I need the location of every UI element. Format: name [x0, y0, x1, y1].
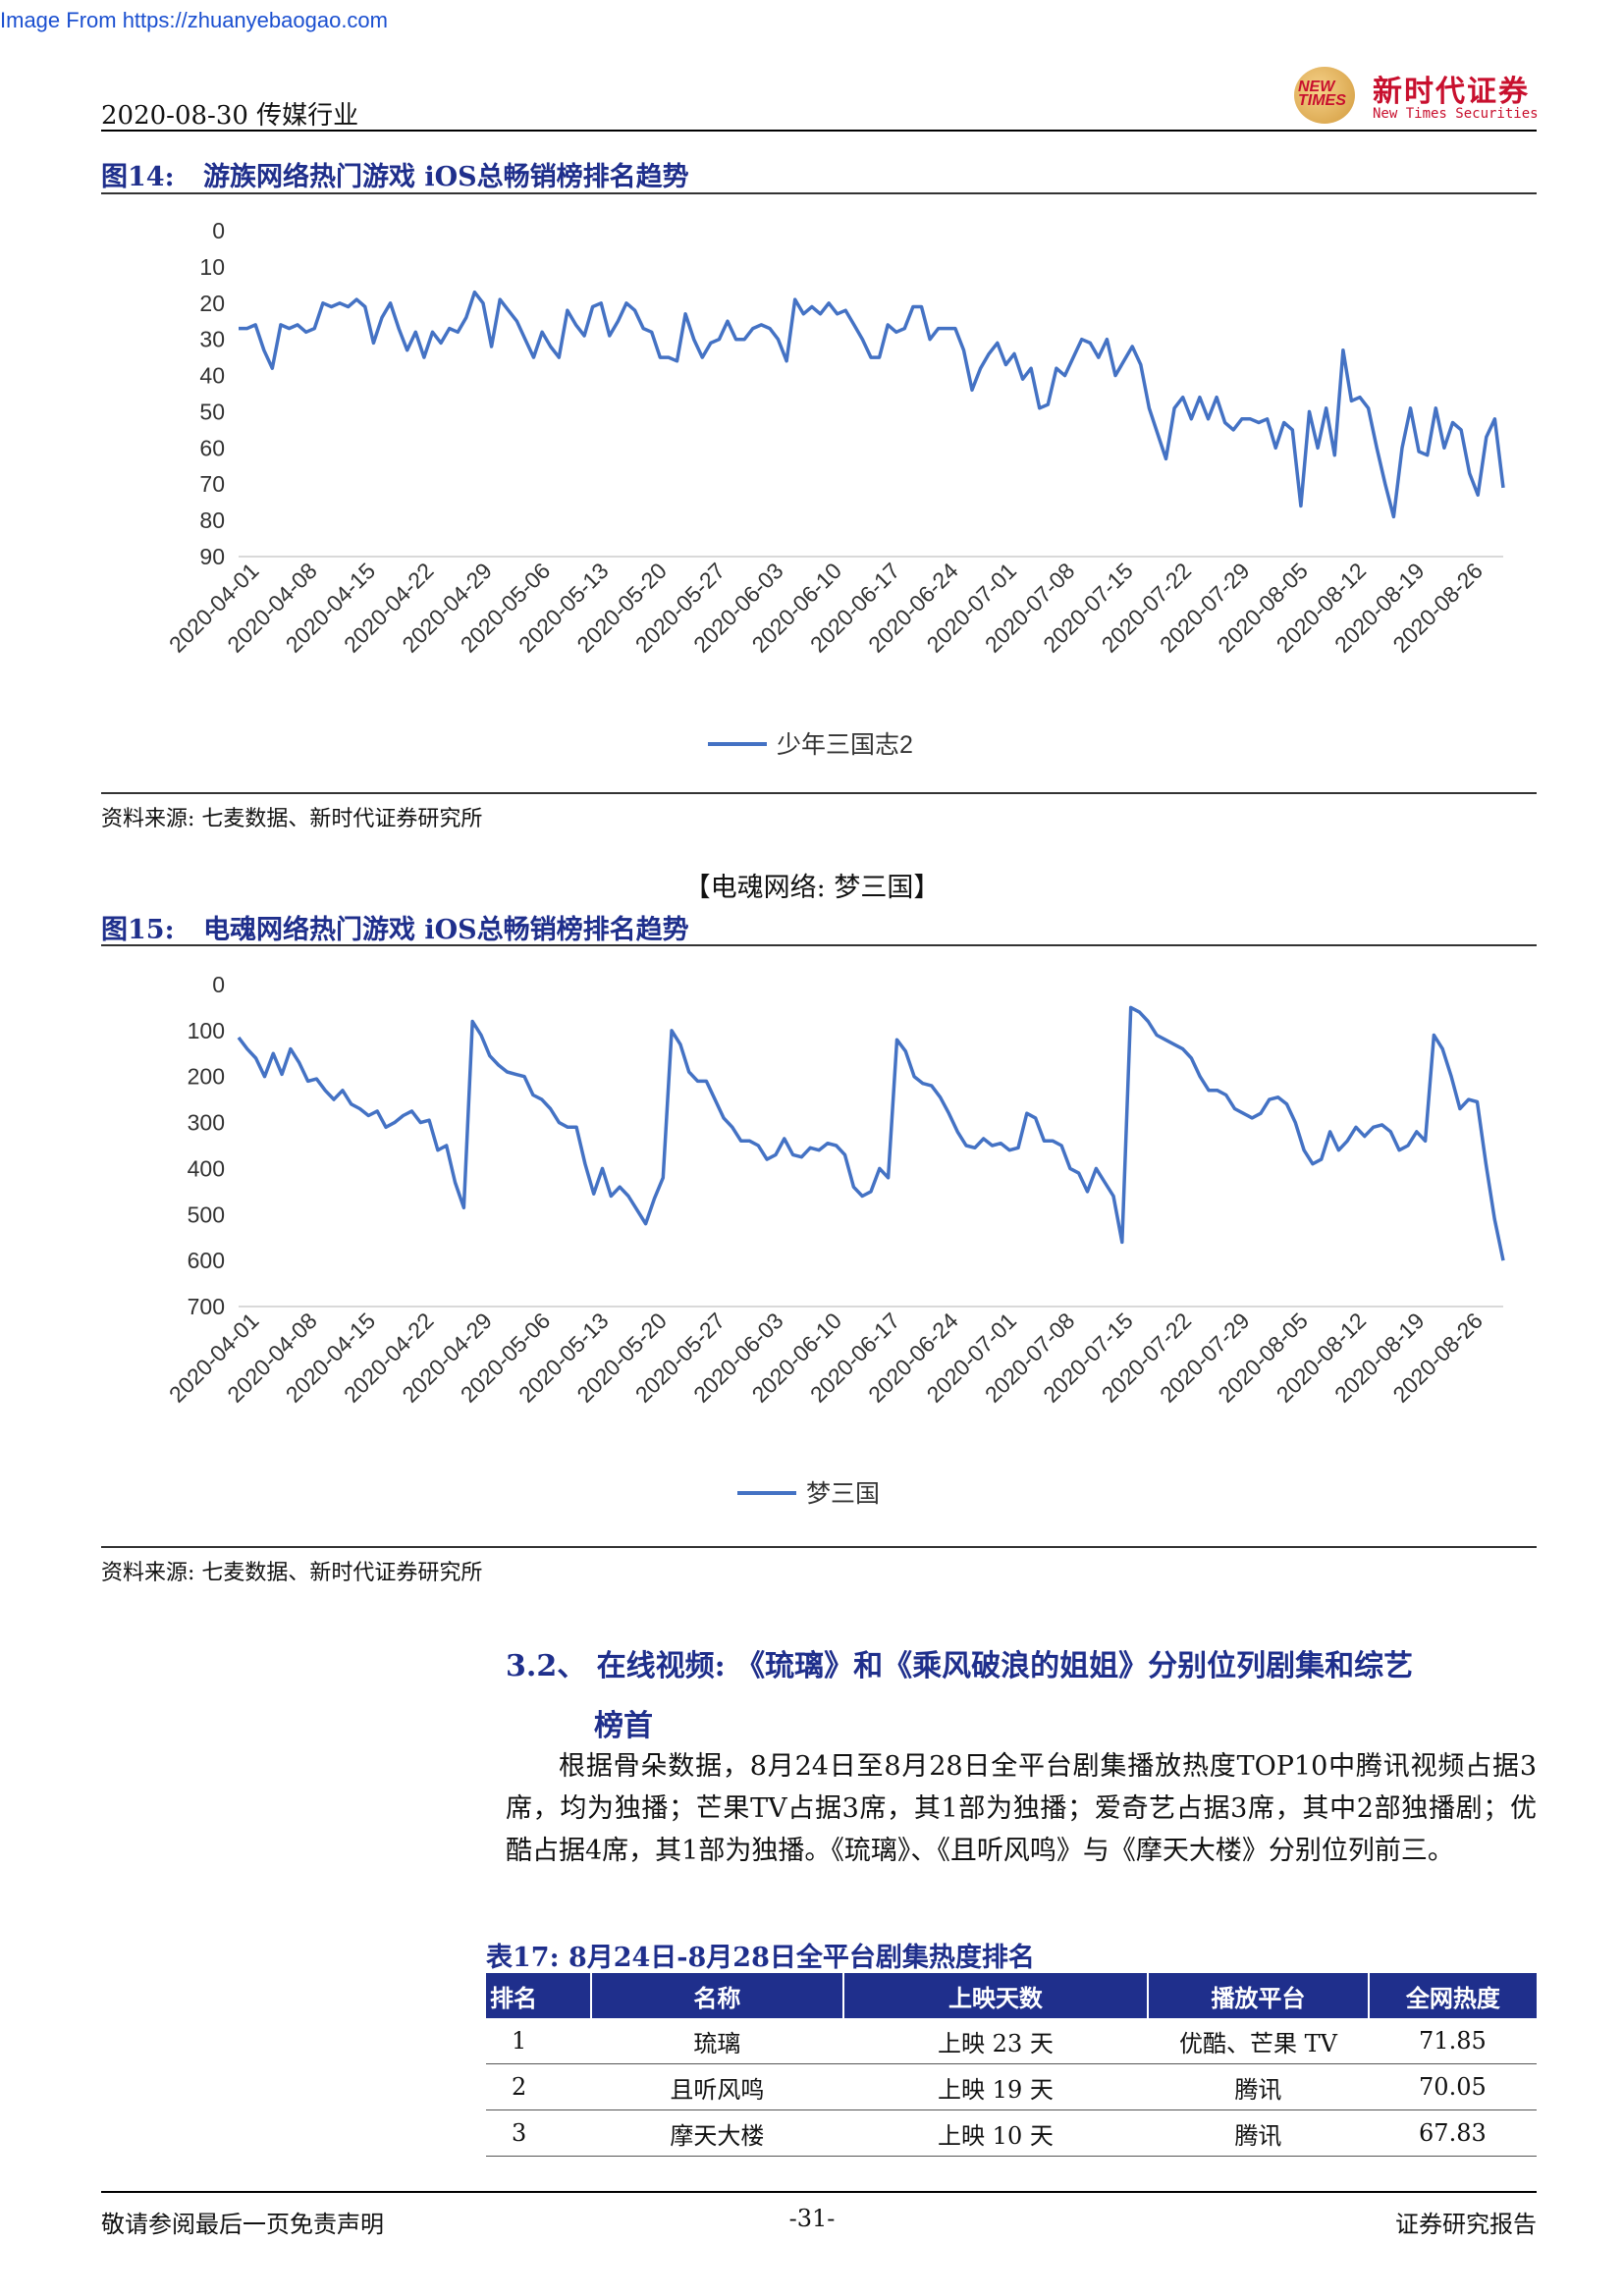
series-line-0: [239, 290, 1505, 519]
y-tick-label: 70: [199, 471, 225, 497]
y-tick-label: 90: [199, 544, 225, 569]
y-tick-label: 80: [199, 507, 225, 533]
cell-platform: 腾讯: [1148, 2109, 1369, 2157]
cell-heat: 67.83: [1368, 2109, 1537, 2157]
y-tick-label: 200: [188, 1064, 225, 1090]
y-tick-label: 20: [199, 291, 225, 316]
y-tick-label: 30: [199, 327, 225, 352]
cell-rank: 3: [486, 2109, 591, 2157]
table17-title: 表17: 8月24日-8月28日全平台剧集热度排名: [486, 1943, 1035, 1973]
table-header-row: 排名 名称 上映天数 播放平台 全网热度: [486, 1973, 1537, 2018]
y-tick-label: 0: [212, 218, 225, 243]
logo-chinese-name: 新时代证券: [1373, 75, 1530, 109]
section-title-line1: 3.2、 在线视频: 《琉璃》和《乘风破浪的姐姐》分别位列剧集和综艺: [506, 1649, 1414, 1683]
cell-name: 摩天大楼: [591, 2109, 843, 2157]
cell-days: 上映 10 天: [842, 2109, 1149, 2157]
y-tick-label: 700: [188, 1294, 225, 1319]
company-logo: NEW TIMES 新时代证券 New Times Securities: [1294, 65, 1540, 128]
cell-days: 上映 23 天: [842, 2018, 1149, 2064]
y-tick-label: 10: [199, 254, 225, 280]
col-header-heat: 全网热度: [1367, 1973, 1537, 2018]
figure15-bottom-rule: [101, 1546, 1537, 1548]
body-paragraph: 根据骨朵数据，8月24日至8月28日全平台剧集播放热度TOP10中腾讯视频占据3…: [506, 1751, 1537, 1866]
y-tick-label: 100: [188, 1018, 225, 1043]
figure15-source: 资料来源: 七麦数据、新时代证券研究所: [101, 1561, 483, 1585]
header-title: 2020-08-30 传媒行业: [101, 101, 359, 131]
y-tick-label: 300: [188, 1110, 225, 1136]
cell-heat: 70.05: [1368, 2063, 1537, 2110]
y-tick-label: 400: [188, 1155, 225, 1181]
figure15-top-rule: [101, 944, 1537, 946]
page-number: -31-: [788, 2205, 836, 2232]
figure14-title: 图14: 游族网络热门游戏 iOS总畅销榜排名趋势: [101, 162, 689, 192]
y-tick-label: 600: [188, 1248, 225, 1273]
section-title-line2: 榜首: [594, 1709, 653, 1743]
table-row: 3 摩天大楼 上映 10 天 腾讯 67.83: [486, 2109, 1537, 2157]
table-row: 2 且听风鸣 上映 19 天 腾讯 70.05: [486, 2063, 1537, 2110]
footer-disclaimer[interactable]: 敬请参阅最后一页免责声明: [101, 2211, 384, 2238]
cell-platform: 优酷、芒果 TV: [1148, 2018, 1369, 2064]
logo-english-name: New Times Securities: [1373, 106, 1539, 122]
watermark[interactable]: Image From https://zhuanyebaogao.com: [0, 8, 388, 32]
legend-label: 梦三国: [806, 1480, 880, 1508]
col-header-rank: 排名: [486, 1973, 591, 2018]
y-tick-label: 0: [212, 972, 225, 997]
header-rule: [101, 130, 1537, 132]
cell-name: 琉璃: [591, 2018, 843, 2064]
figure14-source: 资料来源: 七麦数据、新时代证券研究所: [101, 807, 483, 831]
figure14-bottom-rule: [101, 792, 1537, 794]
col-header-days: 上映天数: [841, 1973, 1149, 2018]
figure14-top-rule: [101, 192, 1537, 194]
ranking-table: 排名 名称 上映天数 播放平台 全网热度 1 琉璃 上映 23 天 优酷、芒果 …: [486, 1973, 1537, 2157]
y-tick-label: 500: [188, 1201, 225, 1227]
cell-days: 上映 19 天: [842, 2063, 1149, 2110]
col-header-platform: 播放平台: [1147, 1973, 1369, 2018]
series-line-0: [237, 1005, 1505, 1261]
cell-rank: 2: [486, 2063, 591, 2110]
y-tick-label: 60: [199, 435, 225, 460]
legend-label: 少年三国志2: [777, 731, 913, 759]
chart-fig14: 01020304050607080902020-04-012020-04-082…: [164, 218, 1505, 759]
cell-rank: 1: [486, 2018, 591, 2064]
chart-fig15: 01002003004005006007002020-04-012020-04-…: [164, 972, 1505, 1508]
cell-name: 且听风鸣: [591, 2063, 843, 2110]
y-tick-label: 50: [199, 399, 225, 424]
col-header-name: 名称: [590, 1973, 843, 2018]
logo-mark: NEW TIMES: [1298, 79, 1346, 109]
cell-heat: 71.85: [1368, 2018, 1537, 2064]
logo-emblem-icon: [1294, 67, 1355, 124]
y-tick-label: 40: [199, 363, 225, 389]
cell-platform: 腾讯: [1148, 2063, 1369, 2110]
table-row: 1 琉璃 上映 23 天 优酷、芒果 TV 71.85: [486, 2018, 1537, 2064]
footer-rule: [101, 2191, 1537, 2193]
subheading: 【电魂网络: 梦三国】: [683, 873, 941, 903]
figure15-title: 图15: 电魂网络热门游戏 iOS总畅销榜排名趋势: [101, 915, 689, 945]
footer-report-type: 证券研究报告: [1395, 2211, 1537, 2238]
